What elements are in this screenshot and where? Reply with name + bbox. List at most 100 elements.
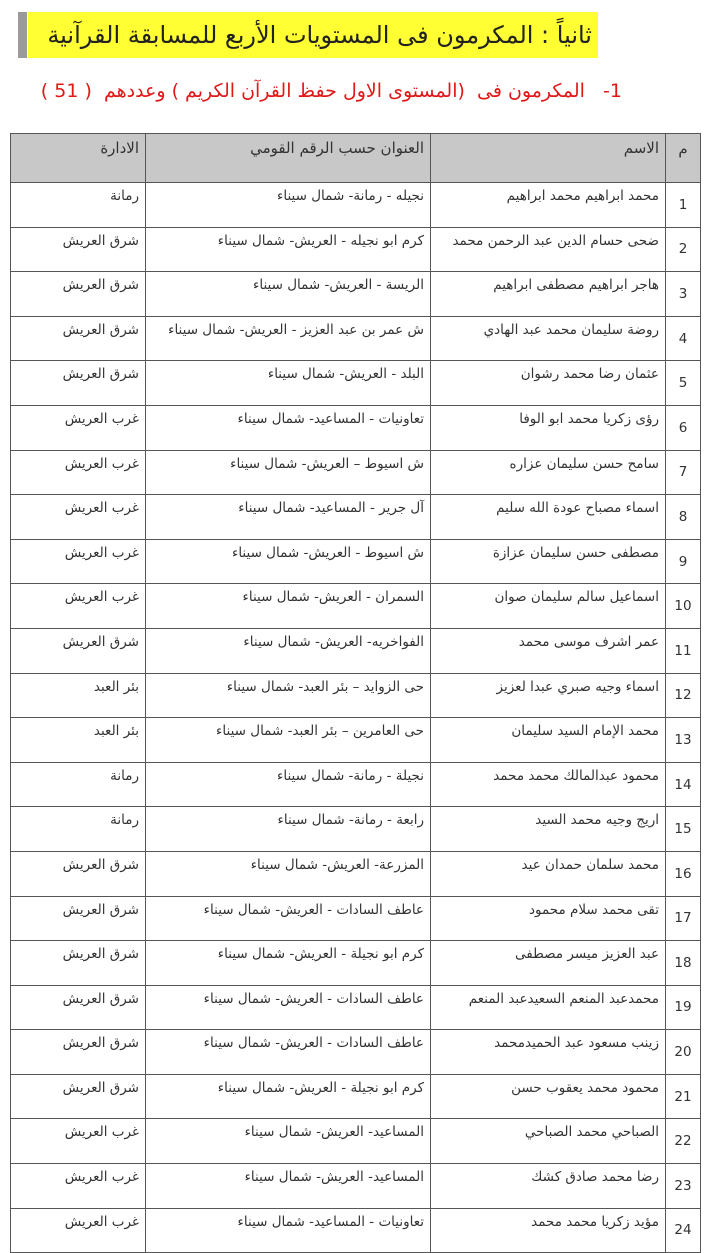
table-row: 23 رضا محمد صادق كشك المساعيد- العريش- شما… [10, 1163, 701, 1209]
directorate: غرب العريش [10, 538, 146, 585]
directorate: غرب العريش [10, 1207, 146, 1253]
directorate: بئر العبد [10, 672, 146, 719]
address: كرم ابو نجيلة - العريش- شمال سيناء [145, 940, 431, 986]
address: حى الزوايد – بئر العبد- شمال سيناء [145, 672, 431, 719]
address: ش اسيوط - العريش- شمال سيناء [145, 538, 431, 585]
directorate: شرق العريش [10, 940, 146, 986]
table-row: 21 محمود محمد يعقوب حسن كرم ابو نجيلة - ال… [10, 1073, 701, 1120]
directorate: شرق العريش [10, 1073, 146, 1120]
table-row: 15 اريج وجيه محمد السيد رابعة - رمانة- شما… [10, 806, 701, 852]
name: محمد سلمان حمدان عيد [430, 850, 666, 897]
directorate: غرب العريش [10, 449, 146, 496]
address: حى العامرين – بئر العبد- شمال سيناء [145, 717, 431, 763]
address: البلد - العريش- شمال سيناء [145, 360, 431, 406]
directorate: غرب العريش [10, 1163, 146, 1209]
name: محمود عبدالمالك محمد محمد [430, 761, 666, 808]
name: مصطفى حسن سليمان عزازة [430, 538, 666, 585]
address: الفواخريه- العريش- شمال سيناء [145, 627, 431, 674]
title-marker [18, 12, 27, 58]
address: ش اسيوط – العريش- شمال سيناء [145, 449, 431, 496]
directorate: شرق العريش [10, 627, 146, 674]
row-number: 16 [665, 850, 701, 897]
table-row: 2 ضحى حسام الدين عبد الرحمن محمد كرم ابو ن… [10, 226, 701, 273]
table-row: 1 محمد ابراهيم محمد ابراهيم نجيله - رمانة-… [10, 182, 701, 228]
address: عاطف السادات - العريش- شمال سيناء [145, 984, 431, 1031]
name: اسماء مصباح عودة الله سليم [430, 494, 666, 540]
address: نجيلة - رمانة- شمال سيناء [145, 761, 431, 808]
directorate: غرب العريش [10, 583, 146, 629]
directorate: غرب العريش [10, 494, 146, 540]
name: مؤيد زكريا محمد محمد [430, 1207, 666, 1253]
row-number: 6 [665, 404, 701, 451]
directorate: شرق العريش [10, 315, 146, 362]
name: ضحى حسام الدين عبد الرحمن محمد [430, 226, 666, 273]
name: سامح حسن سليمان عزاره [430, 449, 666, 496]
address: ش عمر بن عبد العزيز - العريش- شمال سيناء [145, 315, 431, 362]
address: الريسة - العريش- شمال سيناء [145, 271, 431, 317]
table-row: 3 هاجر ابراهيم مصطفى ابراهيم الريسة - العر… [10, 271, 701, 317]
directorate: شرق العريش [10, 984, 146, 1031]
row-number: 8 [665, 494, 701, 540]
table-body: 1 محمد ابراهيم محمد ابراهيم نجيله - رمانة-… [10, 182, 701, 1253]
directorate: شرق العريش [10, 1029, 146, 1075]
name: عبد العزيز ميسر مصطفى [430, 940, 666, 986]
row-number: 4 [665, 315, 701, 362]
address: آل جرير - المساعيد- شمال سيناء [145, 494, 431, 540]
row-number: 10 [665, 583, 701, 629]
row-number: 19 [665, 984, 701, 1031]
directorate: شرق العريش [10, 850, 146, 897]
name: رضا محمد صادق كشك [430, 1163, 666, 1209]
page: ثانياً : المكرمون فى المستويات الأربع لل… [10, 12, 701, 1253]
name: اسماعيل سالم سليمان صوان [430, 583, 666, 629]
directorate: رمانة [10, 806, 146, 852]
address: المساعيد- العريش- شمال سيناء [145, 1163, 431, 1209]
name: اسماء وجيه صبري عبدا لعزيز [430, 672, 666, 719]
name: هاجر ابراهيم مصطفى ابراهيم [430, 271, 666, 317]
name: روضة سليمان محمد عبد الهادي [430, 315, 666, 362]
directorate: غرب العريش [10, 404, 146, 451]
table-row: 6 رؤى زكريا محمد ابو الوفا تعاونيات - المس… [10, 404, 701, 451]
directorate: رمانة [10, 182, 146, 228]
table-row: 8 اسماء مصباح عودة الله سليم آل جرير - الم… [10, 494, 701, 540]
column-header: العنوان حسب الرقم القومي [145, 133, 431, 183]
row-number: 24 [665, 1207, 701, 1253]
table-row: 24 مؤيد زكريا محمد محمد تعاونيات - المساعي… [10, 1207, 701, 1253]
directorate: شرق العريش [10, 895, 146, 942]
table-row: 12 اسماء وجيه صبري عبدا لعزيز حى الزوايد –… [10, 672, 701, 719]
name: عمر اشرف موسى محمد [430, 627, 666, 674]
table-row: 16 محمد سلمان حمدان عيد المزرعة- العريش- ش… [10, 850, 701, 897]
row-number: 20 [665, 1029, 701, 1075]
table-row: 17 تقى محمد سلام محمود عاطف السادات - العر… [10, 895, 701, 942]
address: السمران - العريش- شمال سيناء [145, 583, 431, 629]
title-box: ثانياً : المكرمون فى المستويات الأربع لل… [18, 12, 598, 58]
row-number: 14 [665, 761, 701, 808]
address: كرم ابو نجيله - العريش- شمال سيناء [145, 226, 431, 273]
row-number: 12 [665, 672, 701, 719]
name: تقى محمد سلام محمود [430, 895, 666, 942]
directorate: شرق العريش [10, 226, 146, 273]
row-number: 1 [665, 182, 701, 228]
row-number: 17 [665, 895, 701, 942]
address: تعاونيات - المساعيد- شمال سيناء [145, 1207, 431, 1253]
directorate: رمانة [10, 761, 146, 808]
table-row: 9 مصطفى حسن سليمان عزازة ش اسيوط - العريش-… [10, 538, 701, 585]
table-row: 14 محمود عبدالمالك محمد محمد نجيلة - رمانة… [10, 761, 701, 808]
row-number: 13 [665, 717, 701, 763]
name: اريج وجيه محمد السيد [430, 806, 666, 852]
row-number: 3 [665, 271, 701, 317]
address: تعاونيات - المساعيد- شمال سيناء [145, 404, 431, 451]
name: الصباحي محمد الصباحي [430, 1118, 666, 1165]
header-row: م الاسم العنوان حسب الرقم القومي الادارة [10, 133, 701, 183]
row-number: 23 [665, 1163, 701, 1209]
name: محمد الإمام السيد سليمان [430, 717, 666, 763]
row-number: 7 [665, 449, 701, 496]
row-number: 21 [665, 1073, 701, 1120]
table-row: 19 محمدعبد المنعم السعيدعبد المنعم عاطف ال… [10, 984, 701, 1031]
table-row: 22 الصباحي محمد الصباحي المساعيد- العريش- … [10, 1118, 701, 1165]
address: عاطف السادات - العريش- شمال سيناء [145, 895, 431, 942]
table-row: 10 اسماعيل سالم سليمان صوان السمران - العر… [10, 583, 701, 629]
address: نجيله - رمانة- شمال سيناء [145, 182, 431, 228]
row-number: 9 [665, 538, 701, 585]
address: عاطف السادات - العريش- شمال سيناء [145, 1029, 431, 1075]
name: محمدعبد المنعم السعيدعبد المنعم [430, 984, 666, 1031]
